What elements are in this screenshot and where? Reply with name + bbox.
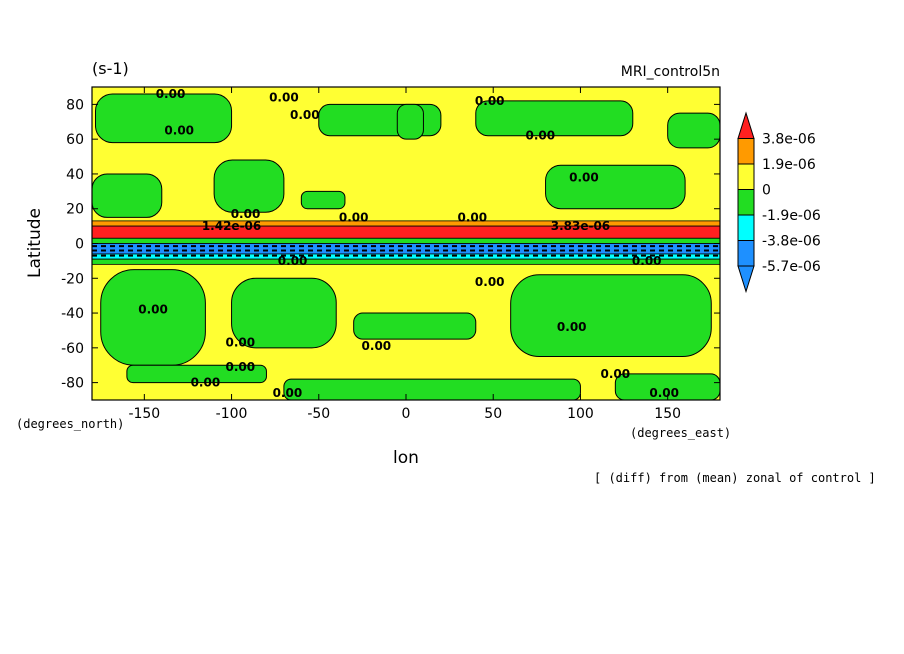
y-tick-label: -80 bbox=[61, 376, 84, 392]
colorbar-label: -5.7e-06 bbox=[762, 259, 821, 275]
colorbar-arrow-top bbox=[737, 111, 755, 139]
negative-region bbox=[353, 312, 477, 340]
contour-label: 0.00 bbox=[362, 339, 392, 353]
x-tick-label: 100 bbox=[567, 406, 594, 422]
contour-labels: 0.00 0.00 0.00 0.00 0.00 0.00 0.00 0.00 0.00 0.00… bbox=[138, 87, 679, 400]
y-axis-title: Latitude bbox=[25, 208, 45, 278]
colorbar-swatch bbox=[737, 189, 755, 216]
contour-label: 0.00 bbox=[649, 386, 679, 400]
negative-region bbox=[231, 277, 337, 349]
colorbar-swatch bbox=[737, 214, 755, 241]
contour-label: 0.00 bbox=[290, 108, 320, 122]
contour-label: 0.00 bbox=[339, 210, 369, 224]
y-tick-label: 80 bbox=[66, 97, 84, 113]
x-tick-label: 150 bbox=[654, 406, 681, 422]
colorbar-arrow-bottom bbox=[737, 265, 755, 294]
contour-label: 0.00 bbox=[231, 207, 261, 221]
negative-region bbox=[213, 159, 285, 213]
zonal-band bbox=[91, 243, 721, 255]
x-axis-title: lon bbox=[393, 448, 419, 468]
plot-area: 0.00 0.00 0.00 0.00 0.00 0.00 0.00 0.00 0.00 0.00… bbox=[91, 86, 721, 401]
y-tick-label: 60 bbox=[66, 132, 84, 148]
y-tick-label: -20 bbox=[61, 271, 84, 287]
contour-label: 0.00 bbox=[475, 275, 505, 289]
units-label: (s-1) bbox=[92, 59, 129, 78]
colorbar-swatch bbox=[737, 240, 755, 267]
negative-region bbox=[100, 269, 206, 366]
contour-label: 0.00 bbox=[164, 123, 194, 137]
contour-label: 0.00 bbox=[569, 170, 599, 184]
negative-region bbox=[283, 378, 581, 401]
contour-label: 0.00 bbox=[138, 303, 168, 317]
colorbar-label: 1.9e-06 bbox=[762, 157, 816, 173]
contour-label: 0.00 bbox=[601, 367, 631, 381]
negative-region bbox=[667, 112, 721, 149]
colorbar: 3.8e-06 1.9e-06 0 -1.9e-06 -3.8e-06 -5.7e-06 bbox=[737, 111, 821, 294]
y-tick-label: 20 bbox=[66, 202, 84, 218]
contour-label: 0.00 bbox=[557, 320, 587, 334]
contour-label: 0.00 bbox=[526, 129, 556, 143]
colorbar-label: -3.8e-06 bbox=[762, 234, 821, 250]
contour-label: 0.00 bbox=[278, 254, 308, 268]
equatorial-bands bbox=[91, 220, 721, 265]
zonal-band bbox=[91, 225, 721, 239]
y-tick-label: -60 bbox=[61, 341, 84, 357]
x-axis: -150 -100 -50 0 50 100 150 bbox=[128, 87, 681, 422]
x-tick-label: -150 bbox=[128, 406, 160, 422]
contour-label: 0.00 bbox=[269, 90, 299, 104]
y-tick-label: 0 bbox=[75, 237, 84, 253]
colorbar-label: -1.9e-06 bbox=[762, 208, 821, 224]
colorbar-label: 3.8e-06 bbox=[762, 132, 816, 148]
colorbar-swatch bbox=[737, 138, 755, 165]
contour-label: 0.00 bbox=[475, 94, 505, 108]
colorbar-label: 0 bbox=[762, 183, 771, 199]
negative-region bbox=[91, 173, 163, 218]
negative-region bbox=[545, 164, 686, 210]
y-units-label: (degrees_north) bbox=[16, 417, 124, 431]
x-tick-label: -50 bbox=[307, 406, 330, 422]
contour-label: 0.00 bbox=[225, 336, 255, 350]
negative-region bbox=[300, 190, 346, 210]
x-tick-label: 0 bbox=[402, 406, 411, 422]
contour-label: 1.42e-06 bbox=[202, 219, 261, 233]
negative-region bbox=[396, 103, 424, 140]
contour-label: 0.00 bbox=[632, 254, 662, 268]
contour-label: 0.00 bbox=[457, 210, 487, 224]
x-tick-label: 50 bbox=[484, 406, 502, 422]
colorbar-swatch bbox=[737, 163, 755, 190]
x-tick-label: -100 bbox=[216, 406, 248, 422]
chart-title: MRI_control5n bbox=[621, 64, 720, 80]
contour-label: 0.00 bbox=[156, 87, 186, 101]
contour-label: 0.00 bbox=[273, 386, 303, 400]
contour-label: 0.00 bbox=[191, 376, 221, 390]
negative-regions bbox=[91, 93, 721, 401]
y-tick-label: 40 bbox=[66, 167, 84, 183]
negative-region bbox=[510, 274, 712, 358]
caption: [ (diff) from (mean) zonal of control ] bbox=[594, 471, 876, 485]
y-axis: -80 -60 -40 -20 0 20 40 60 80 bbox=[61, 97, 720, 392]
y-tick-label: -40 bbox=[61, 306, 84, 322]
negative-region bbox=[475, 100, 634, 137]
contour-label: 0.00 bbox=[225, 360, 255, 374]
negative-region bbox=[126, 364, 267, 384]
zonal-band bbox=[91, 220, 721, 227]
zonal-band bbox=[91, 237, 721, 244]
contour-label: 3.83e-06 bbox=[551, 219, 610, 233]
x-units-label: (degrees_east) bbox=[630, 426, 731, 440]
negative-region bbox=[94, 93, 233, 144]
zonal-band bbox=[91, 258, 721, 265]
